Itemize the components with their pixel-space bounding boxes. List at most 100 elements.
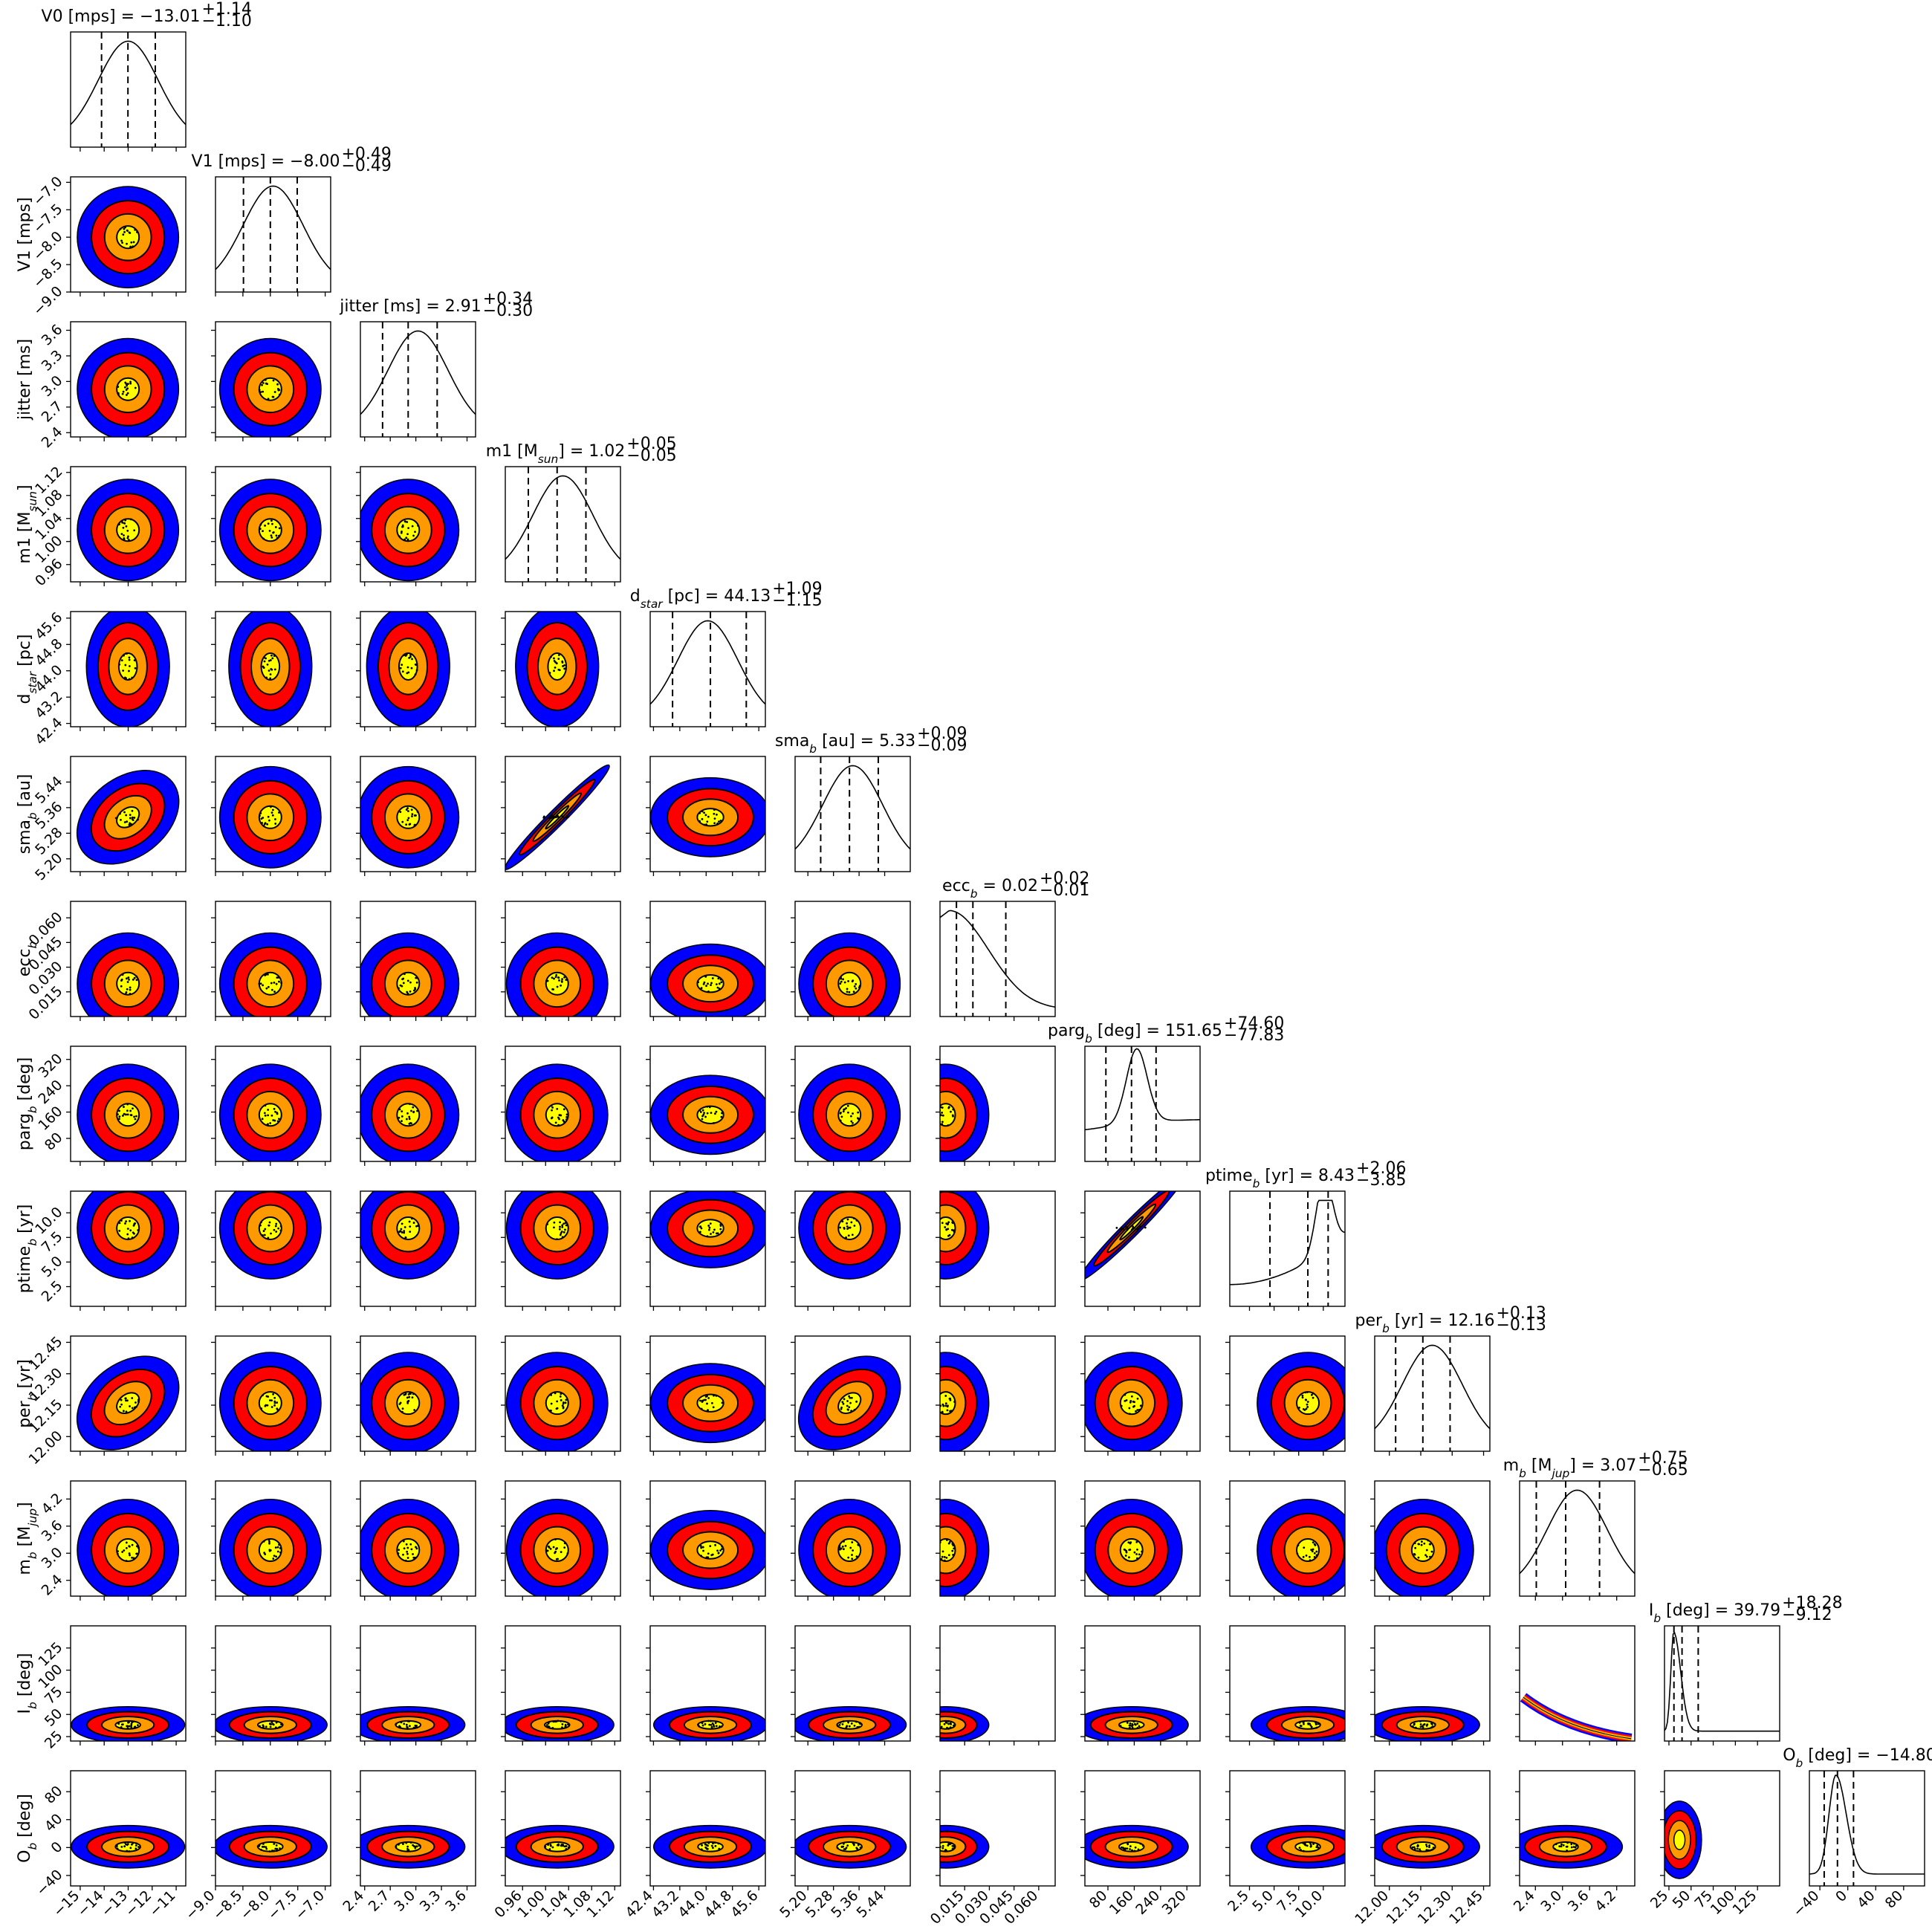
err-plus-Ib: +18.28 <box>1782 1594 1842 1612</box>
contour-level-4 <box>545 971 569 996</box>
panel-frame <box>939 1480 1056 1597</box>
ytick-label-parg: 240 <box>35 1077 65 1107</box>
ytick-label-parg: 160 <box>35 1103 65 1134</box>
panel-frame <box>505 1770 621 1887</box>
svg-text:jitter [ms]: jitter [ms] <box>16 339 34 421</box>
panel-parg-vs-V1 <box>211 1046 331 1166</box>
ytick-label-mb: 2.4 <box>39 1572 66 1599</box>
title-Ob: Ob [deg] = −14.80+23−19 <box>1783 1746 1932 1770</box>
ylabel-parg: pargb [deg] <box>16 1057 39 1150</box>
panel-sma-vs-dstar <box>646 756 766 876</box>
panel-ecc-vs-sma <box>791 901 911 1021</box>
panel-Ib-vs-mb <box>1515 1625 1636 1745</box>
hist-line-Ob <box>1809 1774 1925 1875</box>
contour-level-4 <box>696 1393 724 1413</box>
svg-text:pargb [deg]: pargb [deg] <box>16 1057 39 1150</box>
panel-Ib-vs-V1 <box>211 1625 331 1745</box>
panel-Ob-vs-V1: −9.0−8.5−8.0−7.5−7.0 <box>182 1770 331 1923</box>
panel-ptime-vs-ecc <box>936 1190 1056 1311</box>
panel-frame <box>1519 1480 1636 1597</box>
hist-line-m1 <box>505 475 621 560</box>
ytick-label-sma: 5.20 <box>32 850 65 884</box>
contour-level-4 <box>545 1216 569 1240</box>
panel-ptime-vs-V1 <box>211 1190 331 1311</box>
ytick-label-V1: −7.5 <box>30 201 65 236</box>
panel-ptime-vs-m1 <box>501 1190 621 1311</box>
xtick-label-sma: 5.28 <box>803 1887 836 1921</box>
ytick-label-sma: 5.28 <box>32 824 65 858</box>
svg-text:m1 [Msun]: m1 [Msun] <box>16 484 39 563</box>
ytick-label-V1: −8.5 <box>30 256 65 291</box>
panel-parg-vs-m1 <box>501 1046 621 1166</box>
panel-per-vs-sma <box>791 1335 911 1456</box>
hist-dstar: dstar [pc] = 44.13 +1.09−1.15 <box>630 580 823 731</box>
err-plus-m1: +0.05 <box>626 435 676 453</box>
panel-parg-vs-dstar <box>646 1046 766 1166</box>
err-minus-ptime: −3.85 <box>1356 1171 1406 1190</box>
err-plus-V0: +1.14 <box>201 0 251 19</box>
hist-ecc: eccb = 0.02 +0.02−0.01 <box>939 869 1089 1021</box>
hist-line-dstar <box>649 620 766 705</box>
panel-Ib-vs-ptime <box>1225 1625 1346 1745</box>
ytick-label-jitter: 3.6 <box>39 321 66 349</box>
panel-ecc-vs-m1 <box>501 901 621 1021</box>
title-parg: pargb [deg] = 151.65 +74.60−77.83 <box>1048 1014 1284 1046</box>
xtick-label-dstar: 44.8 <box>701 1887 735 1921</box>
xtick-label-V1: −8.0 <box>237 1887 273 1923</box>
hist-line-ptime <box>1230 1199 1346 1286</box>
panel-frame <box>649 1625 766 1742</box>
panel-frame <box>794 1190 911 1307</box>
panel-frame <box>1809 1770 1925 1887</box>
panel-Ob-vs-sma: 5.205.285.365.44 <box>777 1770 911 1921</box>
err-minus-mb: −0.65 <box>1638 1461 1688 1479</box>
panel-frame <box>215 1190 331 1307</box>
contour-level-4 <box>396 971 421 996</box>
contour-level-4 <box>396 1537 421 1563</box>
panel-frame <box>649 1480 766 1597</box>
panel-frame <box>649 611 766 727</box>
ylabel-mb: mb [Mjup] <box>16 1502 39 1575</box>
svg-text:jitter [ms] = 2.91: jitter [ms] = 2.91 <box>339 297 482 316</box>
panel-ecc-vs-dstar <box>646 901 766 1021</box>
panel-frame <box>939 1625 1056 1742</box>
xtick-label-jitter: 3.6 <box>442 1887 470 1915</box>
xtick-label-V1: −7.0 <box>292 1887 328 1923</box>
panel-frame <box>505 1480 621 1597</box>
panel-jitter-vs-V0: 2.42.73.03.33.6 <box>39 321 187 451</box>
svg-text:mb [Mjup] = 3.07: mb [Mjup] = 3.07 <box>1503 1456 1637 1480</box>
hist-line-mb <box>1519 1489 1636 1575</box>
panel-dstar-vs-m1 <box>501 611 621 731</box>
title-per: perb [yr] = 12.16 +0.13−0.13 <box>1355 1304 1546 1335</box>
panel-mb-vs-ecc <box>936 1480 1056 1601</box>
contour-level-4 <box>116 805 140 829</box>
err-plus-ecc: +0.02 <box>1040 869 1089 888</box>
ytick-label-ptime: 2.5 <box>39 1277 66 1305</box>
xtick-label-jitter: 2.7 <box>366 1887 393 1915</box>
ytick-label-dstar: 45.6 <box>32 609 65 643</box>
panel-dstar-vs-V0: 42.443.244.044.845.6 <box>32 609 187 748</box>
panel-mb-vs-parg <box>1080 1480 1201 1601</box>
err-minus-jitter: −0.30 <box>483 302 533 320</box>
ytick-label-jitter: 3.0 <box>39 372 66 400</box>
panel-frame <box>360 611 476 727</box>
panel-frame <box>649 1190 766 1307</box>
panel-per-vs-m1 <box>501 1335 621 1456</box>
xtick-label-Ob: 40 <box>1854 1887 1878 1912</box>
err-plus-dstar: +1.09 <box>772 580 822 598</box>
panel-frame <box>1664 1625 1780 1742</box>
title-sma: smab [au] = 5.33 +0.09−0.09 <box>775 724 967 756</box>
ytick-label-Ib: 125 <box>35 1639 65 1670</box>
panel-per-vs-ptime <box>1225 1335 1346 1456</box>
svg-text:V1 [mps] = −8.00: V1 [mps] = −8.00 <box>192 152 340 171</box>
contour-level-4 <box>117 652 138 681</box>
hist-line-sma <box>794 765 911 850</box>
panel-frame <box>939 1770 1056 1887</box>
xtick-label-mb: 2.4 <box>1511 1887 1538 1915</box>
panel-frame <box>1229 1480 1346 1597</box>
err-minus-per: −0.13 <box>1496 1316 1546 1335</box>
